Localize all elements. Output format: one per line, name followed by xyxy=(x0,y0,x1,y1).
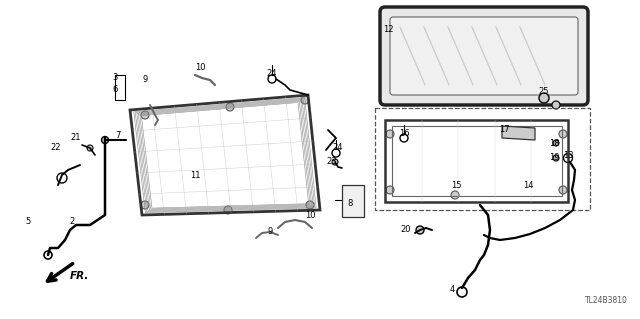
Text: 19: 19 xyxy=(548,152,559,161)
Circle shape xyxy=(87,145,93,151)
Text: 18: 18 xyxy=(548,138,559,147)
Text: 16: 16 xyxy=(399,129,410,137)
Circle shape xyxy=(552,101,560,109)
Text: 12: 12 xyxy=(383,26,393,34)
Circle shape xyxy=(386,130,394,138)
Text: 4: 4 xyxy=(449,286,454,294)
Text: 20: 20 xyxy=(401,226,412,234)
Circle shape xyxy=(451,191,459,199)
Circle shape xyxy=(301,96,309,104)
Text: 9: 9 xyxy=(268,227,273,236)
Circle shape xyxy=(553,140,559,146)
Text: 9: 9 xyxy=(142,76,148,85)
Text: 25: 25 xyxy=(539,87,549,97)
Circle shape xyxy=(539,93,549,103)
FancyBboxPatch shape xyxy=(390,17,578,95)
Text: 5: 5 xyxy=(26,218,31,226)
Circle shape xyxy=(332,159,338,165)
Circle shape xyxy=(141,201,149,209)
Circle shape xyxy=(559,186,567,194)
Text: 8: 8 xyxy=(348,199,353,209)
Polygon shape xyxy=(502,126,535,140)
Circle shape xyxy=(102,137,109,144)
Text: 11: 11 xyxy=(189,170,200,180)
Circle shape xyxy=(553,155,559,161)
Circle shape xyxy=(416,226,424,234)
FancyBboxPatch shape xyxy=(380,7,588,105)
Text: 13: 13 xyxy=(563,151,573,160)
Text: 14: 14 xyxy=(523,181,533,189)
Text: 24: 24 xyxy=(267,69,277,78)
Text: 23: 23 xyxy=(326,158,337,167)
Bar xyxy=(342,185,364,217)
Circle shape xyxy=(224,206,232,214)
Text: 22: 22 xyxy=(51,144,61,152)
Text: 7: 7 xyxy=(115,130,121,139)
Text: 17: 17 xyxy=(499,125,509,135)
Text: TL24B3810: TL24B3810 xyxy=(585,296,628,305)
Text: 3: 3 xyxy=(112,73,118,83)
Text: 6: 6 xyxy=(112,85,118,94)
Circle shape xyxy=(386,186,394,194)
Text: 10: 10 xyxy=(195,63,205,72)
Text: 15: 15 xyxy=(451,181,461,189)
Text: 21: 21 xyxy=(71,132,81,142)
Circle shape xyxy=(559,130,567,138)
Circle shape xyxy=(226,103,234,111)
Text: FR.: FR. xyxy=(70,271,90,281)
Text: 10: 10 xyxy=(305,211,316,219)
Circle shape xyxy=(306,201,314,209)
Text: 2: 2 xyxy=(69,218,75,226)
Circle shape xyxy=(141,111,149,119)
Text: 24: 24 xyxy=(333,144,343,152)
